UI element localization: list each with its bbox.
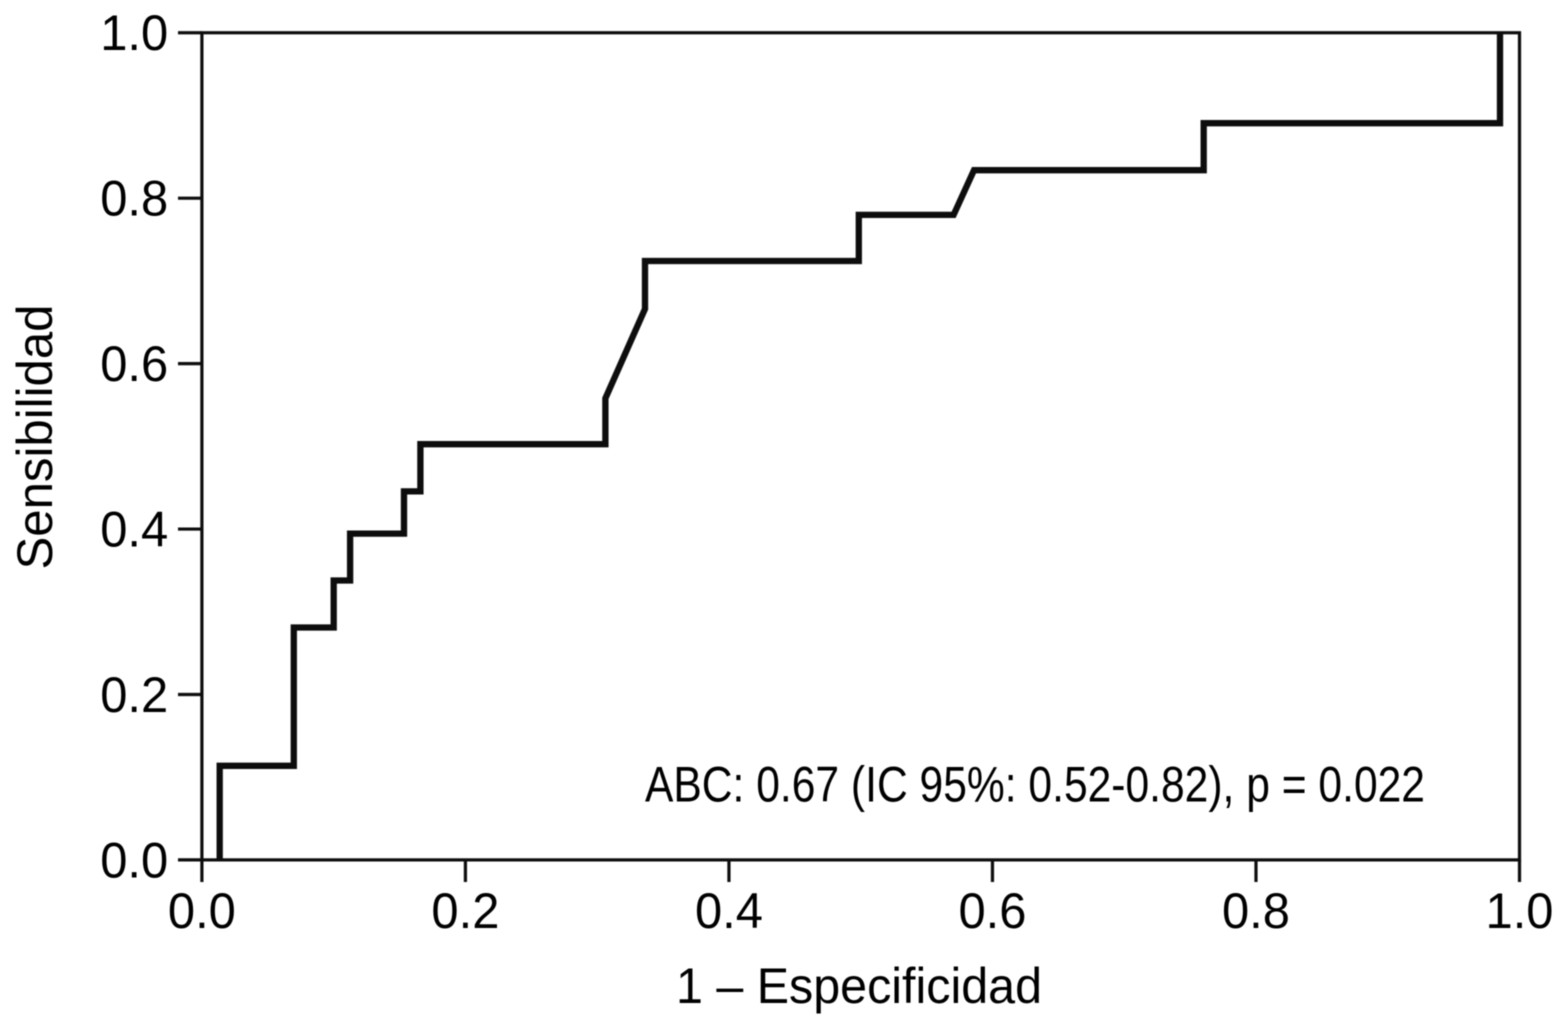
svg-text:Sensibilidad: Sensibilidad <box>7 305 63 570</box>
svg-text:0.4: 0.4 <box>100 501 168 557</box>
svg-text:0.8: 0.8 <box>100 171 168 227</box>
svg-text:0.6: 0.6 <box>958 883 1026 939</box>
svg-text:1.0: 1.0 <box>1486 883 1554 939</box>
svg-text:0.2: 0.2 <box>431 883 499 939</box>
svg-text:0.6: 0.6 <box>100 336 168 392</box>
svg-text:0.0: 0.0 <box>100 832 168 888</box>
svg-text:0.2: 0.2 <box>100 667 168 723</box>
svg-text:0.4: 0.4 <box>695 883 763 939</box>
svg-text:ABC: 0.67 (IC 95%: 0.52-0.82),: ABC: 0.67 (IC 95%: 0.52-0.82), p = 0.022 <box>645 757 1425 813</box>
svg-text:1.0: 1.0 <box>100 5 168 61</box>
svg-text:0.8: 0.8 <box>1222 883 1290 939</box>
svg-text:0.0: 0.0 <box>168 883 236 939</box>
svg-text:1 – Especificidad: 1 – Especificidad <box>676 958 1042 1014</box>
